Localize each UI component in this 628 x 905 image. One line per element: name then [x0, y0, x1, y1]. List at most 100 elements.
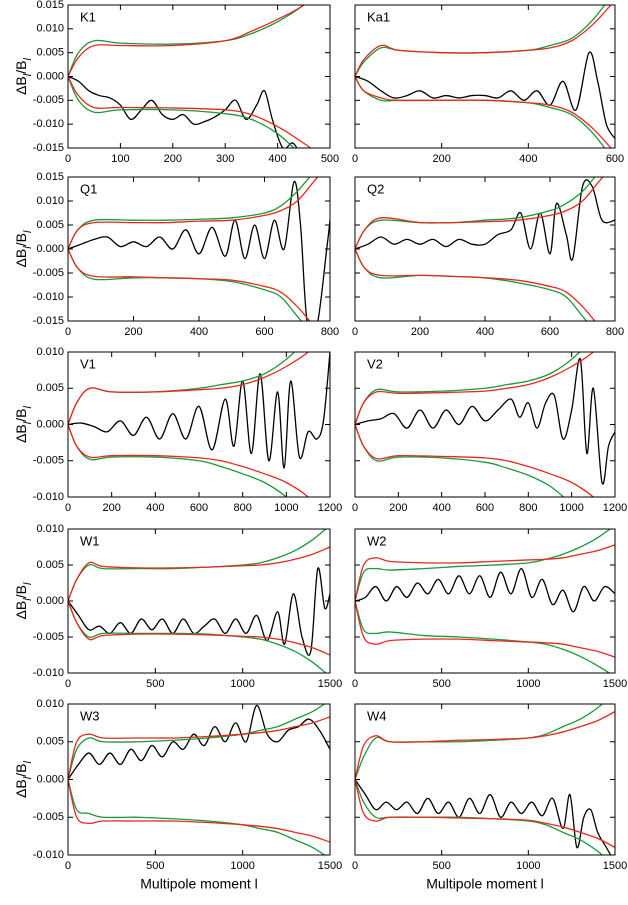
y-tick-label: 0.005 — [36, 219, 64, 231]
series-line — [68, 248, 311, 321]
series-line — [355, 352, 581, 425]
y-tick-label: -0.005 — [33, 94, 64, 106]
y-tick-label: -0.005 — [33, 455, 64, 467]
x-tick-label: 200 — [102, 502, 120, 514]
y-axis-label-part: l — [22, 58, 34, 61]
plot-frame — [67, 4, 331, 149]
y-axis-label: ΔBl/Bl — [13, 582, 34, 619]
y-axis-label-part: l — [22, 73, 34, 76]
y-axis-label-part: l — [22, 230, 34, 233]
y-axis-label-part: l — [22, 582, 34, 585]
x-tick-label: 500 — [146, 860, 164, 872]
series-group — [68, 177, 330, 321]
panel-title: Q1 — [80, 181, 97, 196]
x-tick-label: 1500 — [318, 860, 342, 872]
series-line — [68, 352, 310, 425]
y-axis-label-part: ΔB — [13, 76, 29, 95]
x-tick-label: 500 — [432, 860, 450, 872]
series-line — [355, 710, 615, 780]
series-line — [355, 352, 595, 425]
x-tick-label: 200 — [432, 153, 450, 165]
x-tick-label: 1500 — [603, 678, 627, 690]
series-line — [68, 704, 326, 780]
series-line — [68, 75, 298, 148]
panel: 0 200 400 600 800 1000 1200 V2 — [352, 351, 627, 514]
series-group — [355, 704, 615, 855]
panel: 0 500 1000 1500 -0.010 -0.005 0.000 0.005 0.010 W… — [13, 698, 343, 892]
series-line — [355, 779, 604, 855]
series-line — [355, 177, 604, 250]
panel-title: W4 — [367, 708, 387, 723]
y-tick-label: 0.000 — [36, 773, 64, 785]
y-tick-label: 0.000 — [36, 243, 64, 255]
panel-title: V2 — [367, 356, 383, 371]
y-tick-label: -0.010 — [33, 667, 64, 679]
series-line — [355, 357, 615, 485]
y-tick-label: -0.015 — [33, 315, 64, 327]
series-line — [355, 600, 611, 673]
x-tick-label: 400 — [268, 153, 286, 165]
series-line — [355, 424, 565, 497]
y-tick-label: 0.010 — [36, 195, 64, 207]
panel: 0 200 400 600 Ka1 — [352, 4, 624, 165]
series-group — [355, 177, 615, 321]
y-tick-label: 0.005 — [36, 559, 64, 571]
y-axis-label: ΔBl/Bl — [13, 761, 34, 798]
y-axis-label-part: /B — [13, 233, 29, 246]
series-line — [68, 529, 327, 602]
x-tick-label: 600 — [190, 502, 208, 514]
y-axis-label-part: l — [22, 246, 34, 249]
x-tick-label: 1000 — [516, 678, 540, 690]
x-tick-label: 1500 — [603, 860, 627, 872]
y-axis-label-part: ΔB — [13, 249, 29, 268]
plot-frame — [67, 528, 331, 674]
y-tick-label: 0.005 — [36, 736, 64, 748]
panel: 0 500 1000 1500 -0.010 -0.005 0.000 0.005 0.010 W… — [13, 523, 343, 690]
panel-title: W2 — [367, 533, 387, 548]
series-line — [68, 546, 330, 602]
series-line — [355, 5, 612, 77]
series-line — [355, 544, 615, 602]
panel-title: W1 — [80, 533, 100, 548]
panel: 0 200 400 600 800 -0.015 -0.010 -0.005 0.000 0.00… — [13, 171, 339, 338]
x-tick-label: 200 — [124, 326, 142, 338]
x-tick-label: 1000 — [274, 502, 298, 514]
panel-title: Q2 — [367, 181, 384, 196]
y-tick-label: 0.010 — [36, 523, 64, 535]
plot-frame — [354, 703, 616, 856]
x-tick-label: 200 — [164, 153, 182, 165]
x-tick-label: 1500 — [318, 678, 342, 690]
series-line — [68, 779, 330, 843]
series-group — [68, 5, 312, 148]
x-tick-label: 400 — [432, 502, 450, 514]
x-tick-label: 400 — [190, 326, 208, 338]
series-line — [68, 567, 330, 656]
series-line — [68, 180, 330, 321]
x-tick-label: 600 — [541, 326, 559, 338]
series-line — [355, 600, 615, 658]
x-tick-label: 100 — [111, 153, 129, 165]
series-line — [68, 716, 330, 780]
x-tick-label: 1000 — [230, 678, 254, 690]
series-group — [355, 529, 615, 673]
series-line — [68, 177, 319, 250]
series-line — [68, 779, 326, 855]
panel-title: W3 — [80, 708, 100, 723]
x-tick-label: 800 — [519, 502, 537, 514]
x-tick-label: 0 — [65, 153, 71, 165]
series-line — [355, 51, 615, 139]
y-axis-label-part: /B — [13, 61, 29, 74]
y-tick-label: -0.010 — [33, 118, 64, 130]
series-line — [68, 248, 303, 321]
series-group — [68, 529, 330, 673]
x-tick-label: 0 — [65, 326, 71, 338]
panel-title: Ka1 — [367, 9, 390, 24]
y-axis-label-part: /B — [13, 409, 29, 422]
y-tick-label: -0.005 — [33, 631, 64, 643]
y-tick-label: 0.005 — [36, 47, 64, 59]
x-tick-label: 600 — [606, 153, 624, 165]
y-axis-label-part: l — [22, 406, 34, 409]
y-axis-label-part: l — [22, 761, 34, 764]
